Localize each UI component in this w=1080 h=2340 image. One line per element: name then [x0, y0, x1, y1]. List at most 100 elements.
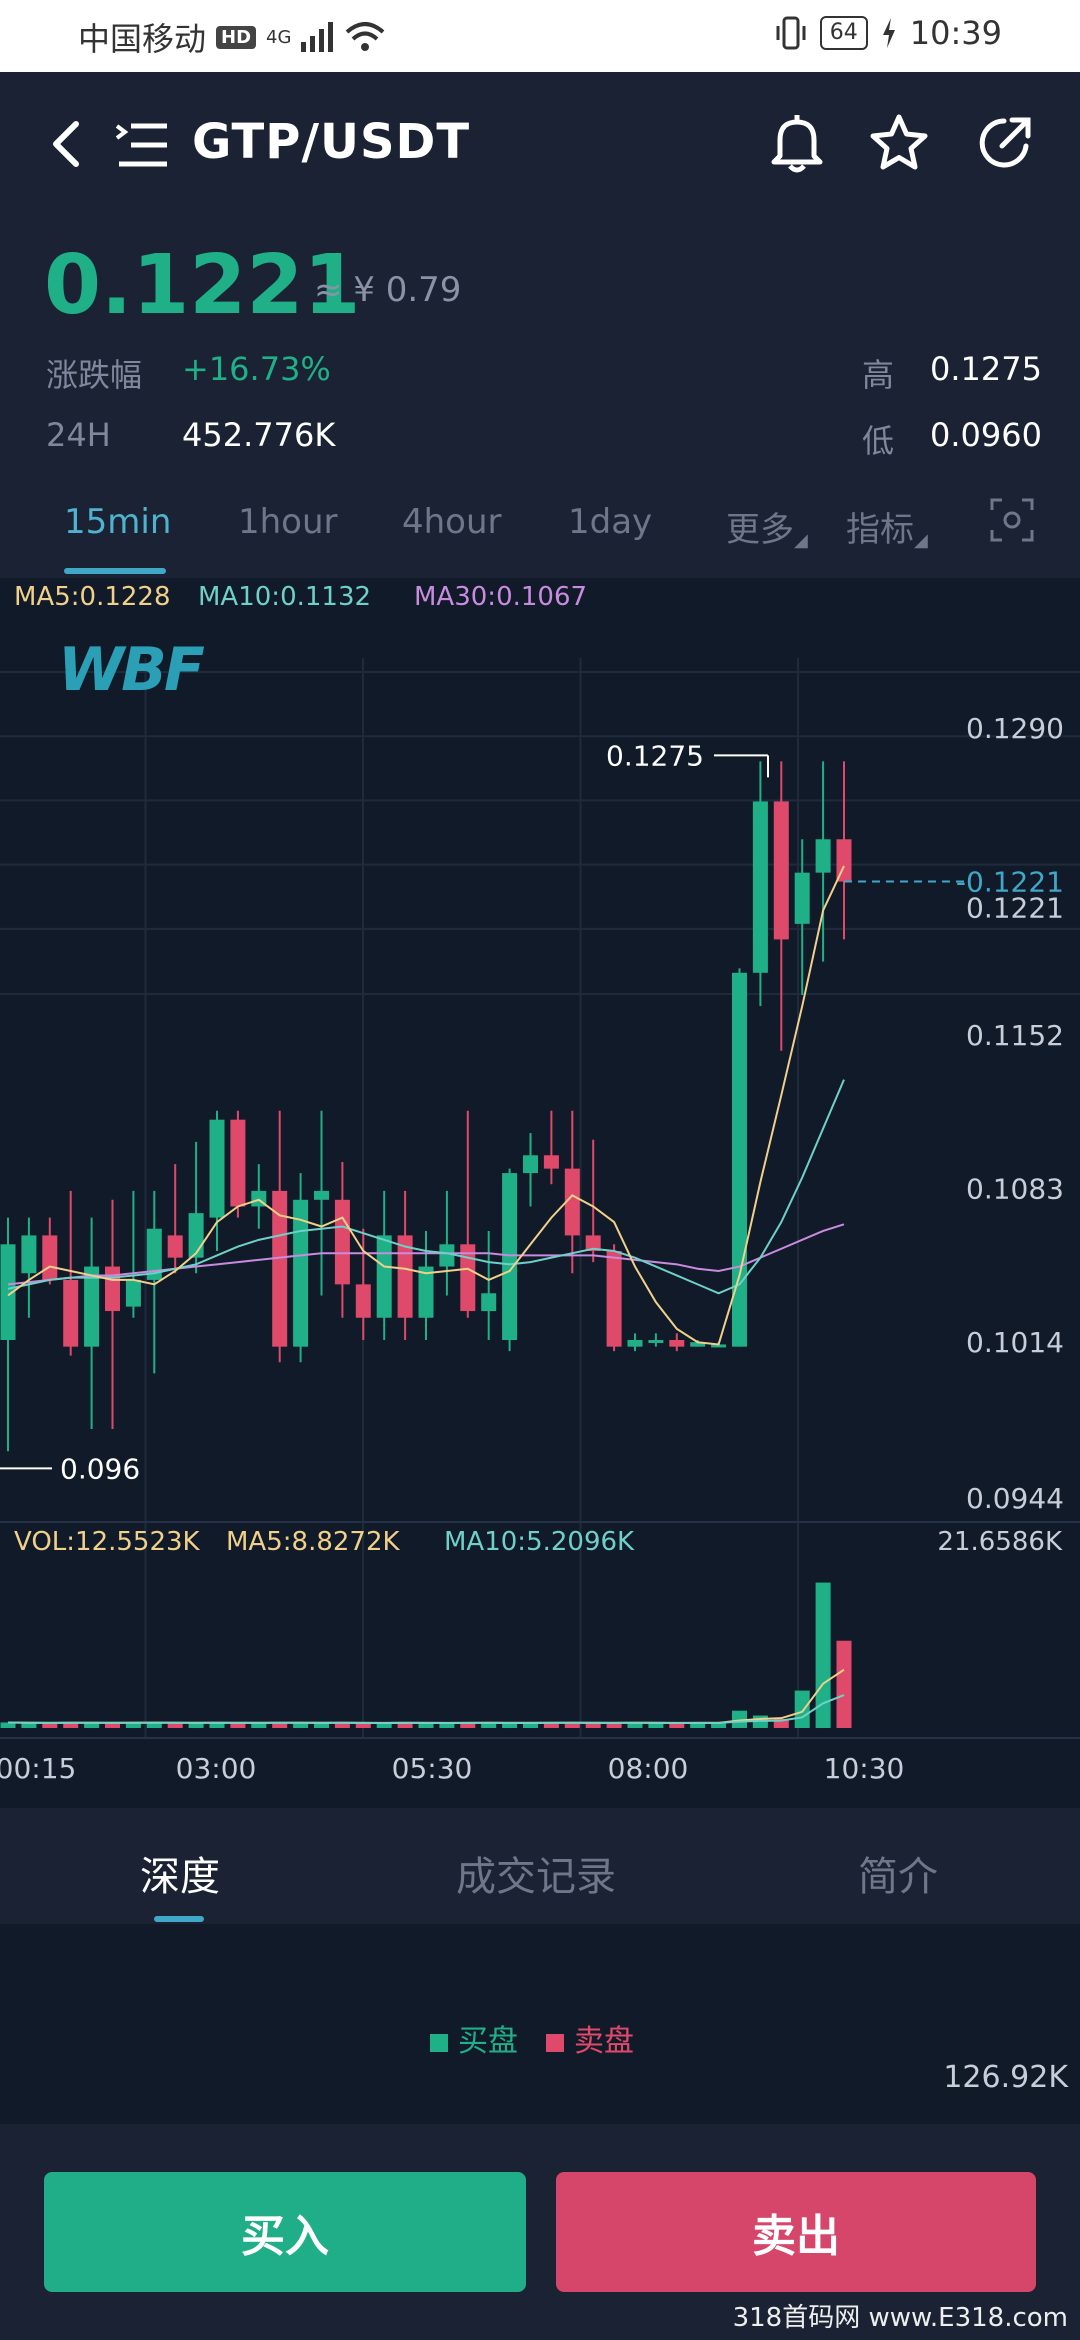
- bell-icon[interactable]: [766, 112, 828, 174]
- current-price-label: -0.1221: [956, 866, 1064, 899]
- change-value: +16.73%: [182, 350, 331, 388]
- tab-1day[interactable]: 1day: [568, 502, 653, 542]
- vol-ma5-legend: MA5:8.8272K: [226, 1527, 400, 1557]
- low-value: 0.0960: [930, 416, 1042, 454]
- signal-icon: [301, 22, 334, 52]
- candle-body: [376, 1235, 392, 1318]
- candle-body: [418, 1266, 434, 1318]
- volume-bar: [188, 1723, 204, 1728]
- y-tick-label: 0.1221: [966, 892, 1064, 925]
- info-tabs: 深度 成交记录 简介: [0, 1808, 1080, 1924]
- volume-bar: [627, 1722, 643, 1728]
- menu-list-icon[interactable]: [115, 120, 171, 170]
- volume-bar: [209, 1722, 225, 1728]
- candle-body: [543, 1155, 559, 1169]
- volume-bar: [63, 1722, 79, 1728]
- candle-body: [815, 839, 831, 873]
- app-header: GTP/USDT: [0, 72, 1080, 222]
- volume-bar: [711, 1723, 727, 1728]
- volume-bar: [293, 1723, 309, 1728]
- tab-indicators[interactable]: 指标◢: [846, 502, 928, 551]
- volume-24h-label: 24H: [46, 416, 111, 454]
- y-axis: 0.1290 0.1221 0.1152 0.1083 0.1014 0.0944: [966, 712, 1064, 1515]
- active-tab-underline: [154, 1916, 204, 1922]
- tab-15min[interactable]: 15min: [64, 502, 172, 542]
- candle-body: [752, 801, 768, 973]
- volume-bar: [84, 1722, 100, 1728]
- candle-body: [293, 1199, 309, 1347]
- candle-body: [167, 1235, 183, 1258]
- volume-bar: [0, 1722, 16, 1728]
- candle-body: [836, 839, 852, 882]
- candle-body: [732, 972, 747, 1347]
- trading-pair-title[interactable]: GTP/USDT: [192, 114, 471, 170]
- carrier-label: 中国移动: [78, 20, 207, 58]
- tab-trades[interactable]: 成交记录: [456, 1854, 616, 1900]
- vol-legend: VOL:12.5523K: [14, 1527, 201, 1557]
- tab-4hour[interactable]: 4hour: [402, 502, 502, 542]
- volume-ma5-line: [7, 1668, 845, 1725]
- volume-bar: [502, 1723, 518, 1728]
- dropdown-triangle-icon: ◢: [914, 530, 928, 551]
- volume-24h-value: 452.776K: [182, 416, 336, 454]
- candle-body: [0, 1244, 16, 1340]
- network-label: 4G: [266, 26, 292, 48]
- candle-body: [272, 1190, 288, 1347]
- sell-button[interactable]: 卖出: [556, 2172, 1036, 2292]
- candle-body: [230, 1119, 246, 1207]
- buy-button[interactable]: 买入: [44, 2172, 526, 2292]
- volume-bar: [251, 1722, 267, 1728]
- volume-bar: [648, 1723, 664, 1728]
- candle-body: [669, 1339, 685, 1347]
- ma10-legend: MA10:0.1132: [198, 582, 371, 612]
- candle-body: [523, 1155, 538, 1174]
- candle-body: [209, 1119, 225, 1218]
- candle-body: [481, 1293, 497, 1312]
- buy-swatch: [430, 2033, 448, 2052]
- tab-1hour[interactable]: 1hour: [238, 502, 338, 542]
- fullscreen-icon[interactable]: [990, 498, 1034, 542]
- high-label: 高: [862, 356, 895, 394]
- ma30-legend: MA30:0.1067: [414, 582, 587, 612]
- candle-body: [502, 1173, 518, 1340]
- status-right: 64 10:39: [776, 14, 1002, 52]
- volume-bar: [334, 1722, 350, 1728]
- dropdown-triangle-icon: ◢: [794, 530, 808, 551]
- tab-depth[interactable]: 深度: [140, 1854, 220, 1900]
- buy-legend: 买盘: [430, 2016, 518, 2060]
- share-icon[interactable]: [974, 112, 1036, 174]
- depth-max-label: 126.92K: [943, 2060, 1068, 2095]
- kline-chart[interactable]: MA5:0.1228 MA10:0.1132 MA30:0.1067 WBF 0…: [0, 578, 1080, 1808]
- volume-bar: [418, 1723, 434, 1728]
- candle-body: [460, 1244, 476, 1312]
- volume-bar: [376, 1723, 392, 1728]
- volume-bar: [564, 1722, 580, 1728]
- candle-body: [188, 1213, 204, 1258]
- low-marker-label: 0.096: [60, 1452, 140, 1485]
- x-tick-label: 03:00: [176, 1752, 257, 1785]
- charging-icon: [882, 18, 895, 48]
- trade-actions: 买入 卖出 318首码网 www.E318.com: [0, 2124, 1080, 2340]
- sell-legend: 卖盘: [546, 2016, 634, 2060]
- back-arrow-icon[interactable]: [40, 114, 100, 174]
- star-icon[interactable]: [868, 112, 930, 174]
- battery-indicator: 64: [819, 16, 868, 50]
- volume-bar: [21, 1723, 37, 1728]
- tab-intro[interactable]: 简介: [858, 1854, 938, 1900]
- volume-bar: [794, 1690, 810, 1728]
- tab-more[interactable]: 更多◢: [726, 502, 808, 551]
- volume-layer: [0, 1582, 852, 1728]
- price-summary: 0.1221 ≈ ¥ 0.79 涨跌幅 +16.73% 24H 452.776K…: [0, 222, 1080, 472]
- volume-bar: [230, 1723, 246, 1728]
- candle-body: [84, 1266, 100, 1347]
- volume-bar: [543, 1722, 559, 1728]
- volume-bar: [585, 1723, 601, 1728]
- wbf-logo: WBF: [58, 635, 205, 705]
- buy-legend-label: 买盘: [458, 2024, 518, 2059]
- candle-body: [146, 1228, 162, 1280]
- x-tick-label: 05:30: [392, 1752, 473, 1785]
- volume-bar: [815, 1582, 831, 1728]
- vol-max-label: 21.6586K: [937, 1527, 1063, 1557]
- clock: 10:39: [909, 14, 1002, 52]
- volume-bar: [523, 1723, 538, 1728]
